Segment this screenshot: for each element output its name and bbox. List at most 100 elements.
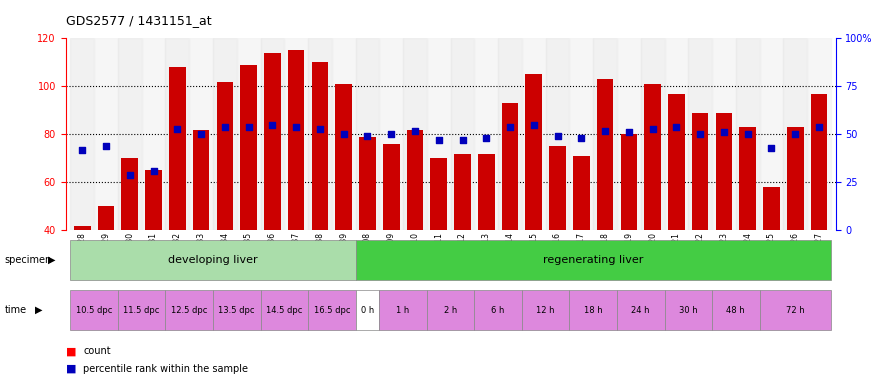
Bar [261, 38, 284, 230]
Text: 14.5 dpc: 14.5 dpc [266, 306, 303, 314]
Point [360, 133, 374, 139]
Bar [570, 38, 593, 230]
Text: 2 h: 2 h [444, 306, 458, 314]
Bar [70, 240, 355, 280]
Bar [118, 38, 142, 230]
Bar [359, 137, 375, 230]
Bar [383, 144, 400, 230]
Bar [712, 290, 760, 330]
Bar [763, 187, 780, 230]
Text: ■: ■ [66, 364, 76, 374]
Bar [237, 38, 261, 230]
Bar [573, 156, 590, 230]
Bar [668, 94, 685, 230]
Bar [355, 240, 831, 280]
Bar [427, 290, 474, 330]
Bar [712, 38, 736, 230]
Bar [522, 38, 546, 230]
Bar [526, 74, 542, 230]
Bar [213, 38, 237, 230]
Bar [430, 158, 447, 230]
Bar [165, 38, 189, 230]
Point [717, 129, 731, 136]
Bar [98, 207, 115, 230]
Point [289, 124, 303, 130]
Bar [142, 38, 165, 230]
Text: percentile rank within the sample: percentile rank within the sample [83, 364, 248, 374]
Point [171, 126, 185, 132]
Point [741, 131, 755, 137]
Bar [355, 38, 380, 230]
Bar [664, 290, 712, 330]
Text: ■: ■ [66, 346, 76, 356]
Point [550, 133, 564, 139]
Text: 13.5 dpc: 13.5 dpc [219, 306, 255, 314]
Point [99, 143, 113, 149]
Bar [810, 94, 827, 230]
Text: 48 h: 48 h [726, 306, 746, 314]
Bar [451, 38, 474, 230]
Bar [454, 154, 471, 230]
Text: 10.5 dpc: 10.5 dpc [76, 306, 112, 314]
Point [598, 127, 612, 134]
Bar [70, 290, 118, 330]
Bar [308, 38, 332, 230]
Text: 30 h: 30 h [679, 306, 697, 314]
Text: specimen: specimen [4, 255, 52, 265]
Bar [640, 38, 664, 230]
Bar [407, 129, 423, 230]
Text: 16.5 dpc: 16.5 dpc [313, 306, 350, 314]
Point [788, 131, 802, 137]
Point [75, 147, 89, 153]
Point [337, 131, 351, 137]
Point [146, 168, 160, 174]
Text: 11.5 dpc: 11.5 dpc [123, 306, 160, 314]
Bar [739, 127, 756, 230]
Bar [570, 290, 617, 330]
Point [242, 124, 256, 130]
Bar [617, 290, 664, 330]
Bar [264, 53, 281, 230]
Bar [312, 62, 328, 230]
Bar [807, 38, 831, 230]
Bar [787, 127, 803, 230]
Bar [118, 290, 165, 330]
Text: 12 h: 12 h [536, 306, 555, 314]
Text: time: time [4, 305, 26, 315]
Text: developing liver: developing liver [168, 255, 258, 265]
Bar [783, 38, 807, 230]
Point [431, 137, 445, 143]
Point [765, 145, 779, 151]
Point [384, 131, 398, 137]
Text: 6 h: 6 h [492, 306, 505, 314]
Bar [692, 113, 709, 230]
Point [527, 122, 541, 128]
Text: 0 h: 0 h [360, 306, 374, 314]
Bar [145, 170, 162, 230]
Bar [165, 290, 213, 330]
Bar [122, 158, 138, 230]
Bar [403, 38, 427, 230]
Bar [760, 38, 783, 230]
Point [669, 124, 683, 130]
Bar [380, 38, 403, 230]
Point [218, 124, 232, 130]
Bar [664, 38, 689, 230]
Text: 18 h: 18 h [584, 306, 603, 314]
Bar [284, 38, 308, 230]
Point [313, 126, 327, 132]
Bar [736, 38, 760, 230]
Point [456, 137, 470, 143]
Text: GDS2577 / 1431151_at: GDS2577 / 1431151_at [66, 14, 211, 27]
Bar [478, 154, 494, 230]
Bar [169, 67, 186, 230]
Text: 12.5 dpc: 12.5 dpc [171, 306, 207, 314]
Point [480, 135, 494, 141]
Bar [335, 84, 352, 230]
Text: count: count [83, 346, 111, 356]
Bar [644, 84, 661, 230]
Point [574, 135, 588, 141]
Bar [474, 290, 522, 330]
Point [812, 124, 826, 130]
Bar [689, 38, 712, 230]
